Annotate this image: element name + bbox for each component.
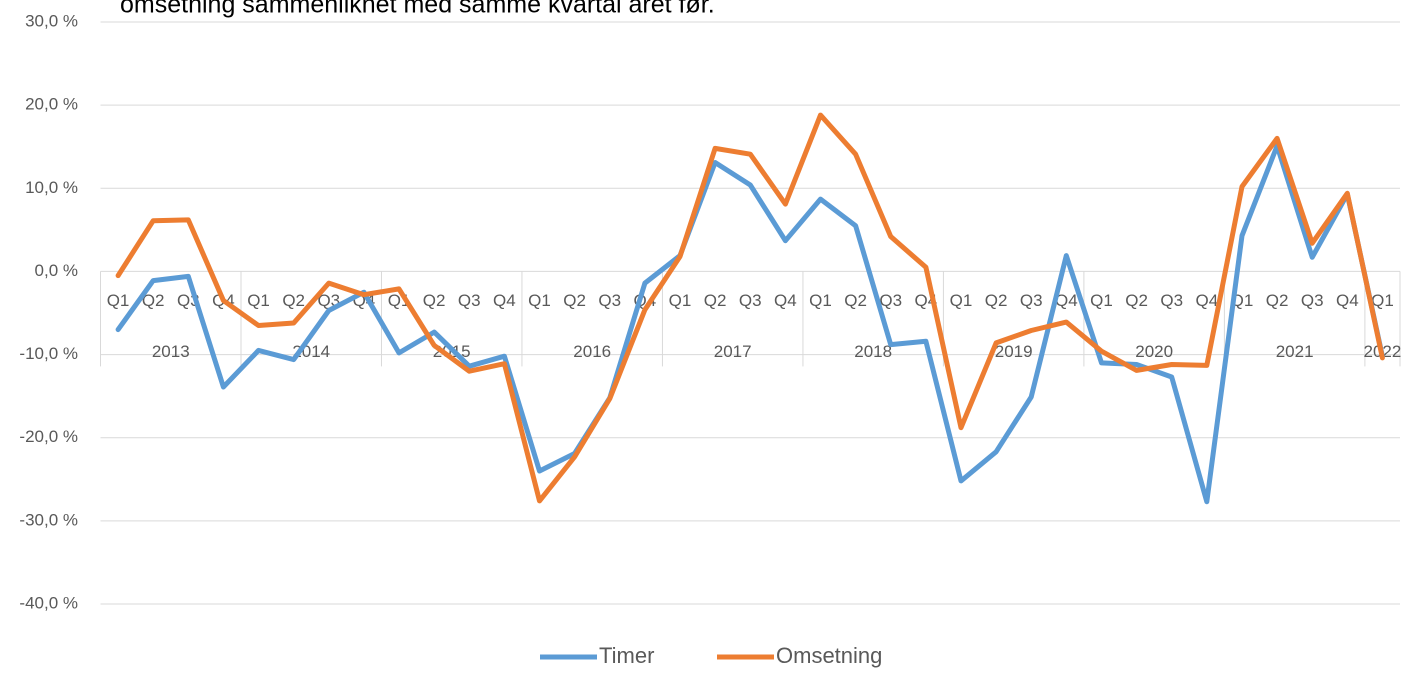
series-line <box>115 143 1385 505</box>
x-tick-label: Q2 <box>423 291 446 310</box>
x-tick-label: Q2 <box>563 291 586 310</box>
x-tick-label: Q3 <box>598 291 621 310</box>
legend-label: Timer <box>599 643 654 668</box>
y-tick-label: 10,0 % <box>25 178 78 197</box>
x-tick-label: Q4 <box>1055 291 1078 310</box>
year-label: 2019 <box>995 342 1033 361</box>
x-tick-label: Q3 <box>1020 291 1043 310</box>
y-tick-label: -10,0 % <box>19 344 78 363</box>
x-tick-label: Q2 <box>985 291 1008 310</box>
x-tick-label: Q2 <box>1266 291 1289 310</box>
x-tick-label: Q1 <box>809 291 832 310</box>
x-tick-label: Q4 <box>493 291 516 310</box>
x-tick-label: Q3 <box>1301 291 1324 310</box>
year-label: 2021 <box>1276 342 1314 361</box>
x-tick-label: Q1 <box>528 291 551 310</box>
year-label: 2016 <box>573 342 611 361</box>
x-tick-label: Q1 <box>107 291 130 310</box>
x-tick-label: Q2 <box>1125 291 1148 310</box>
y-tick-label: -30,0 % <box>19 510 78 529</box>
x-tick-label: Q4 <box>1195 291 1218 310</box>
y-tick-label: 0,0 % <box>35 261 78 280</box>
x-tick-label: Q3 <box>879 291 902 310</box>
chart-title: omsetning sammenliknet med samme kvartal… <box>120 0 715 19</box>
x-tick-label: Q1 <box>1371 291 1394 310</box>
x-tick-label: Q3 <box>1160 291 1183 310</box>
year-label: 2018 <box>854 342 892 361</box>
series-line <box>115 112 1385 504</box>
x-tick-label: Q2 <box>282 291 305 310</box>
y-tick-label: 20,0 % <box>25 95 78 114</box>
x-tick-label: Q1 <box>950 291 973 310</box>
x-tick-label: Q3 <box>458 291 481 310</box>
x-tick-label: Q2 <box>844 291 867 310</box>
year-label: 2017 <box>714 342 752 361</box>
x-tick-label: Q2 <box>142 291 165 310</box>
y-tick-label: -20,0 % <box>19 427 78 446</box>
x-tick-label: Q1 <box>247 291 270 310</box>
legend-label: Omsetning <box>776 643 882 668</box>
x-tick-label: Q4 <box>1336 291 1359 310</box>
year-label: 2020 <box>1135 342 1173 361</box>
year-label: 2013 <box>152 342 190 361</box>
x-tick-label: Q1 <box>1090 291 1113 310</box>
x-tick-label: Q2 <box>704 291 727 310</box>
y-tick-label: 30,0 % <box>25 11 78 30</box>
x-tick-label: Q4 <box>774 291 797 310</box>
y-tick-label: -40,0 % <box>19 593 78 612</box>
x-tick-label: Q1 <box>669 291 692 310</box>
x-tick-label: Q3 <box>739 291 762 310</box>
